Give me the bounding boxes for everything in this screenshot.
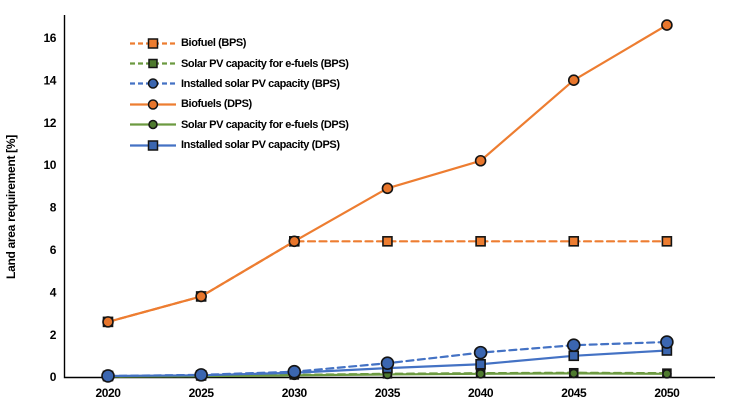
- x-tick-label: 2040: [468, 386, 494, 400]
- axis-lines: [63, 15, 715, 379]
- legend: Biofuel (BPS) Solar PV capacity for e-fue…: [130, 33, 349, 155]
- marker-installed-solar-pv-bps: [660, 335, 674, 349]
- marker-biofuels-dps: [567, 74, 580, 86]
- marker-biofuel-bps: [475, 236, 486, 247]
- legend-label-biofuels-dps: Biofuels (DPS): [181, 98, 252, 111]
- marker-biofuels-dps: [381, 182, 394, 195]
- y-tick-label: 10: [43, 158, 56, 172]
- legend-marker-installed-solar-pv-dps: [147, 139, 159, 151]
- legend-label-installed-solar-pv-bps: Installed solar PV capacity (BPS): [181, 77, 340, 90]
- legend-marker-biofuel-bps: [147, 37, 159, 49]
- legend-swatch-installed-solar-pv-bps: [130, 78, 176, 90]
- x-tick-label: 2050: [654, 386, 680, 400]
- marker-solar-pv-efuels-dps: [475, 369, 486, 379]
- legend-label-solar-pv-efuels-bps: Solar PV capacity for e-fuels (BPS): [181, 57, 349, 70]
- y-tick-label: 6: [50, 243, 57, 257]
- y-axis-title: Land area requirement [%]: [4, 135, 18, 279]
- y-tick-label: 12: [43, 116, 56, 130]
- marker-solar-pv-efuels-dps: [568, 368, 579, 379]
- marker-installed-solar-pv-bps: [473, 345, 488, 360]
- y-tick-label: 0: [50, 370, 57, 384]
- y-tick-label: 14: [43, 73, 56, 87]
- legend-item-biofuel-bps: Biofuel (BPS): [130, 33, 349, 53]
- legend-swatch-installed-solar-pv-dps: [130, 139, 176, 151]
- legend-marker-installed-solar-pv-bps: [147, 78, 159, 90]
- legend-label-solar-pv-efuels-dps: Solar PV capacity for e-fuels (DPS): [181, 118, 349, 131]
- legend-swatch-solar-pv-efuels-bps: [130, 58, 176, 69]
- legend-marker-solar-pv-efuels-dps: [148, 120, 158, 130]
- marker-installed-solar-pv-bps: [287, 364, 302, 379]
- marker-installed-solar-pv-dps: [475, 358, 486, 370]
- marker-biofuels-dps: [474, 154, 487, 167]
- y-tick-label: 16: [43, 31, 56, 45]
- y-tick-label: 4: [50, 285, 57, 299]
- x-tick-label: 2020: [95, 386, 121, 400]
- legend-label-biofuel-bps: Biofuel (BPS): [181, 37, 247, 50]
- marker-installed-solar-pv-bps: [194, 368, 208, 382]
- legend-item-installed-solar-pv-dps: Installed solar PV capacity (DPS): [130, 135, 349, 155]
- marker-biofuel-bps: [661, 236, 673, 247]
- marker-installed-solar-pv-bps: [380, 356, 395, 371]
- y-tick-label: 2: [50, 328, 57, 342]
- legend-item-biofuels-dps: Biofuels (DPS): [130, 94, 349, 114]
- legend-swatch-biofuel-bps: [130, 37, 176, 49]
- legend-label-installed-solar-pv-dps: Installed solar PV capacity (DPS): [181, 139, 340, 152]
- legend-swatch-biofuels-dps: [130, 99, 176, 110]
- marker-solar-pv-efuels-dps: [662, 369, 672, 379]
- marker-biofuel-bps: [382, 236, 393, 247]
- line-biofuel-bps: [106, 240, 669, 323]
- legend-marker-biofuels-dps: [147, 99, 159, 110]
- marker-installed-solar-pv-bps: [101, 369, 115, 383]
- marker-biofuel-bps: [568, 236, 580, 247]
- legend-item-solar-pv-efuels-bps: Solar PV capacity for e-fuels (BPS): [130, 53, 349, 73]
- marker-installed-solar-pv-bps: [566, 338, 581, 353]
- legend-marker-solar-pv-efuels-bps: [148, 58, 158, 69]
- x-tick-label: 2030: [282, 386, 308, 400]
- legend-item-solar-pv-efuels-dps: Solar PV capacity for e-fuels (DPS): [130, 115, 349, 135]
- marker-biofuels-dps: [102, 316, 114, 328]
- marker-installed-solar-pv-dps: [568, 350, 580, 362]
- legend-item-installed-solar-pv-bps: Installed solar PV capacity (BPS): [130, 74, 349, 94]
- marker-biofuels-dps: [195, 290, 207, 303]
- marker-biofuels-dps: [661, 19, 673, 31]
- x-tick-label: 2025: [189, 386, 215, 400]
- x-tick-label: 2035: [375, 386, 401, 400]
- marker-biofuels-dps: [288, 235, 301, 248]
- legend-swatch-solar-pv-efuels-dps: [130, 120, 176, 130]
- x-tick-label: 2045: [561, 386, 587, 400]
- y-tick-label: 8: [50, 201, 57, 215]
